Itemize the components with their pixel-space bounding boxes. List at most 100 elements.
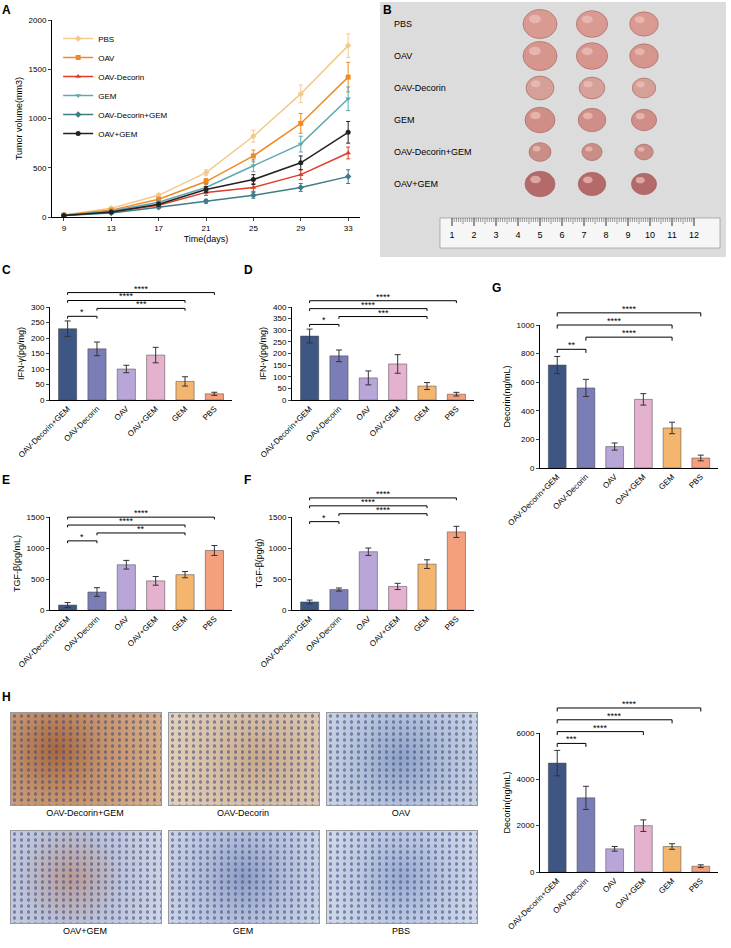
svg-text:****: **** xyxy=(622,328,637,338)
svg-text:****: **** xyxy=(593,723,608,733)
svg-text:IFN-γ(pg/mg): IFN-γ(pg/mg) xyxy=(258,327,268,380)
svg-text:1000: 1000 xyxy=(269,544,287,553)
svg-text:PBS: PBS xyxy=(443,404,461,422)
svg-text:500: 500 xyxy=(31,575,45,584)
svg-text:0: 0 xyxy=(282,396,287,405)
svg-text:GEM: GEM xyxy=(412,614,431,633)
svg-text:OAV: OAV xyxy=(355,614,373,632)
svg-text:6: 6 xyxy=(559,230,564,240)
svg-text:***: *** xyxy=(136,299,147,309)
svg-text:OAV-Decorin+GEM: OAV-Decorin+GEM xyxy=(259,614,314,669)
svg-text:800: 800 xyxy=(521,349,535,358)
svg-text:13: 13 xyxy=(107,224,116,233)
svg-text:1000: 1000 xyxy=(29,114,47,123)
svg-text:10: 10 xyxy=(645,230,655,240)
svg-text:OAV-Decorin+GEM: OAV-Decorin+GEM xyxy=(98,111,167,120)
svg-text:400: 400 xyxy=(521,407,535,416)
svg-text:50: 50 xyxy=(277,384,286,393)
svg-text:OAV-Decorin+GEM: OAV-Decorin+GEM xyxy=(506,472,561,527)
svg-text:600: 600 xyxy=(521,378,535,387)
svg-text:250: 250 xyxy=(273,338,287,347)
svg-text:1500: 1500 xyxy=(29,65,47,74)
svg-text:50: 50 xyxy=(35,380,44,389)
svg-text:GEM: GEM xyxy=(170,614,189,633)
svg-text:200: 200 xyxy=(31,334,45,343)
svg-text:***: *** xyxy=(378,308,389,318)
svg-text:0: 0 xyxy=(282,606,287,615)
svg-text:**: ** xyxy=(568,340,576,350)
svg-text:250: 250 xyxy=(31,318,45,327)
svg-text:****: **** xyxy=(134,284,149,294)
svg-text:TGF-β(pg/g): TGF-β(pg/g) xyxy=(254,539,264,589)
svg-text:3: 3 xyxy=(493,230,498,240)
svg-text:****: **** xyxy=(376,292,391,302)
svg-text:7: 7 xyxy=(581,230,586,240)
svg-text:***: *** xyxy=(566,734,577,744)
svg-text:OAV: OAV xyxy=(601,876,619,894)
svg-text:OAV-Decorin+GEM: OAV-Decorin+GEM xyxy=(394,147,472,157)
svg-text:IFN-γ(pg/mg): IFN-γ(pg/mg) xyxy=(16,327,26,380)
svg-text:****: **** xyxy=(607,711,622,721)
svg-text:OAV+GEM: OAV+GEM xyxy=(614,472,648,506)
svg-text:****: **** xyxy=(607,316,622,326)
svg-text:33: 33 xyxy=(344,224,353,233)
svg-text:PBS: PBS xyxy=(687,876,705,894)
svg-text:8: 8 xyxy=(603,230,608,240)
svg-text:300: 300 xyxy=(273,326,287,335)
svg-text:OAV-Decorin: OAV-Decorin xyxy=(551,472,590,511)
svg-text:11: 11 xyxy=(667,230,676,240)
svg-text:1000: 1000 xyxy=(27,544,45,553)
svg-text:200: 200 xyxy=(273,349,287,358)
svg-text:Decorin(ng/mL): Decorin(ng/mL) xyxy=(502,771,512,833)
svg-text:0: 0 xyxy=(530,868,535,877)
svg-text:OAV+GEM: OAV+GEM xyxy=(126,404,160,438)
svg-text:150: 150 xyxy=(273,361,287,370)
svg-text:GEM: GEM xyxy=(412,404,431,423)
svg-text:OAV: OAV xyxy=(113,404,131,422)
svg-text:PBS: PBS xyxy=(201,404,219,422)
svg-text:0: 0 xyxy=(40,396,45,405)
svg-text:OAV+GEM: OAV+GEM xyxy=(368,404,402,438)
svg-text:0: 0 xyxy=(530,464,535,473)
svg-text:*: * xyxy=(80,307,84,317)
svg-text:OAV-Decorin+GEM: OAV-Decorin+GEM xyxy=(17,614,72,669)
svg-text:OAV-Decorin: OAV-Decorin xyxy=(62,614,101,653)
svg-text:0: 0 xyxy=(42,213,47,222)
svg-text:1500: 1500 xyxy=(269,513,287,522)
svg-text:TGF-β(pg/mL): TGF-β(pg/mL) xyxy=(12,535,22,592)
svg-text:OAV: OAV xyxy=(601,472,619,490)
svg-text:OAV-Decorin+GEM: OAV-Decorin+GEM xyxy=(506,876,561,931)
svg-text:OAV+GEM: OAV+GEM xyxy=(394,179,438,189)
svg-text:2000: 2000 xyxy=(517,821,535,830)
svg-text:GEM: GEM xyxy=(170,404,189,423)
svg-text:Tumor volume(mm3): Tumor volume(mm3) xyxy=(14,77,24,160)
svg-text:**: ** xyxy=(137,524,145,534)
svg-text:1000: 1000 xyxy=(517,321,535,330)
svg-text:****: **** xyxy=(376,505,391,515)
svg-text:*: * xyxy=(322,315,326,325)
svg-text:OAV+GEM: OAV+GEM xyxy=(98,130,138,139)
svg-text:9: 9 xyxy=(62,224,67,233)
svg-text:****: **** xyxy=(361,300,376,310)
svg-text:OAV: OAV xyxy=(355,404,373,422)
svg-text:PBS: PBS xyxy=(443,614,461,632)
svg-text:OAV-Decorin: OAV-Decorin xyxy=(551,876,590,915)
svg-text:OAV-Decorin: OAV-Decorin xyxy=(394,83,446,93)
svg-text:****: **** xyxy=(134,508,149,518)
svg-text:100: 100 xyxy=(273,373,287,382)
svg-text:9: 9 xyxy=(625,230,630,240)
svg-text:*: * xyxy=(322,513,326,523)
svg-text:OAV-Decorin: OAV-Decorin xyxy=(98,73,144,82)
svg-text:150: 150 xyxy=(31,349,45,358)
svg-text:*: * xyxy=(80,532,84,542)
svg-text:****: **** xyxy=(622,304,637,314)
svg-text:350: 350 xyxy=(273,314,287,323)
svg-text:GEM: GEM xyxy=(98,92,117,101)
svg-text:PBS: PBS xyxy=(201,614,219,632)
svg-text:PBS: PBS xyxy=(98,35,114,44)
svg-text:2000: 2000 xyxy=(29,16,47,25)
svg-text:OAV: OAV xyxy=(98,54,115,63)
svg-text:****: **** xyxy=(119,516,134,526)
svg-text:1500: 1500 xyxy=(27,513,45,522)
svg-text:200: 200 xyxy=(521,435,535,444)
